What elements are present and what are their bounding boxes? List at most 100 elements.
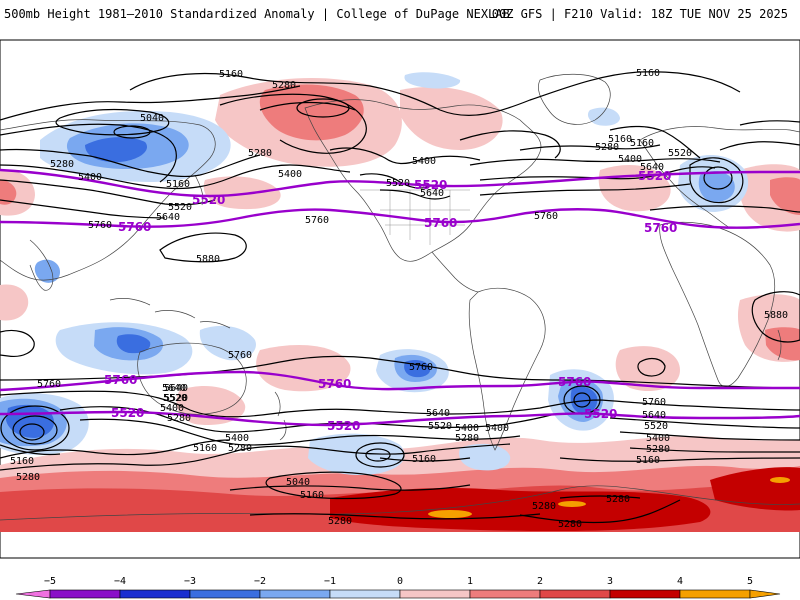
contour-5880-pac xyxy=(159,232,247,263)
plabel-5520-n-west: 5520 xyxy=(192,193,225,207)
key-contour-labels: 5520 5520 5520 5760 5760 5760 5760 5760 … xyxy=(104,169,677,433)
colorbar-segment xyxy=(259,589,331,599)
label-5640-sw: 5640 xyxy=(162,383,186,394)
label-5280-aus: 5280 xyxy=(167,413,191,424)
anom-pos2-npac xyxy=(259,84,364,141)
plabel-5760-n-east: 5760 xyxy=(644,221,677,235)
colorbar-ticks: −5 −4 −3 −2 −1 0 1 2 3 4 5 xyxy=(44,576,753,587)
anom-neg-spac-c xyxy=(459,443,511,471)
coast-africa xyxy=(659,221,776,387)
contour-5880-sa xyxy=(637,357,666,377)
label-5400-atl: 5400 xyxy=(618,154,642,165)
key-contours xyxy=(0,168,800,427)
contour-5040-spac xyxy=(265,471,402,500)
label-5400-sw: 5400 xyxy=(225,433,249,444)
contour-5160-west xyxy=(0,123,177,183)
label-5760-aus: 5760 xyxy=(228,350,252,361)
label-5160-ne: 5160 xyxy=(636,68,660,79)
map-title: 500mb Height 1981—2010 Standardized Anom… xyxy=(4,7,510,21)
anom-pos2-eurasia xyxy=(770,177,800,215)
anom-pos2-africa-south xyxy=(765,327,800,361)
contour-5640-south xyxy=(0,390,800,418)
colorbar-max-arrow xyxy=(749,589,781,599)
colorbar-tick-label: −3 xyxy=(184,576,196,587)
colorbar-tick-label: −1 xyxy=(324,576,336,587)
contour-low-sw-mid xyxy=(12,415,58,445)
purple-5520-north xyxy=(0,168,800,198)
label-5520-se: 5520 xyxy=(644,421,668,432)
colorbar-tick-label: −2 xyxy=(254,576,266,587)
label-5160-sp2: 5160 xyxy=(300,490,324,501)
label-5160-nw: 5160 xyxy=(219,69,243,80)
coast-greenland xyxy=(537,73,611,125)
purple-5760-south xyxy=(0,370,800,392)
plabel-5760-s-pac: 5760 xyxy=(318,377,351,391)
label-5640-aus: 5640 xyxy=(164,383,188,394)
anom-neg-india xyxy=(34,259,60,283)
contour-5160-north xyxy=(129,71,741,116)
border-us-states-1 xyxy=(389,190,451,245)
purple-5520-south xyxy=(0,410,800,427)
contour-low-europe xyxy=(689,157,744,204)
map-header: 500mb Height 1981—2010 Standardized Anom… xyxy=(0,0,800,30)
label-5520-atl: 5520 xyxy=(668,148,692,159)
colorbar-segment xyxy=(679,589,751,599)
contour-5280-npac xyxy=(219,93,367,154)
anom-neg2-europe xyxy=(698,170,735,203)
label-5280-npac: 5280 xyxy=(248,148,272,159)
contour-5400-south xyxy=(79,418,800,446)
contour-5520-west xyxy=(0,179,216,206)
colorbar-segment xyxy=(609,589,681,599)
contour-5520-atl xyxy=(479,166,716,181)
anom-pos-indian xyxy=(0,284,29,321)
anom-pos4-south xyxy=(330,487,711,532)
colorbar-segment xyxy=(49,589,121,599)
political-borders xyxy=(360,189,470,245)
label-5160-sp3: 5160 xyxy=(412,454,436,465)
label-5640-w: 5640 xyxy=(156,212,180,223)
label-5640-se: 5640 xyxy=(642,410,666,421)
contour-5640-na xyxy=(379,189,451,200)
label-5760-se: 5760 xyxy=(642,397,666,408)
anom-pos5-south-a xyxy=(428,510,472,518)
contour-high-npac xyxy=(296,98,350,118)
contour-low-sw-inner xyxy=(19,423,45,441)
label-5400-na: 5400 xyxy=(412,156,436,167)
label-5400-sp2: 5400 xyxy=(485,423,509,434)
label-5520-aus: 5520 xyxy=(164,393,188,404)
label-5280-sp: 5280 xyxy=(16,472,40,483)
contour-5280-west xyxy=(0,148,261,178)
contour-5280-ant3 xyxy=(559,495,641,499)
colorbar-tick-label: 1 xyxy=(467,576,473,587)
contour-5280-atl xyxy=(519,144,661,151)
label-5280-w: 5280 xyxy=(50,159,74,170)
label-5400-aus: 5400 xyxy=(160,403,184,414)
plabel-5760-s-west: 5760 xyxy=(104,373,137,387)
label-5400-sp: 5400 xyxy=(455,423,479,434)
label-5280-ant3: 5280 xyxy=(606,494,630,505)
label-5040-sp: 5040 xyxy=(286,477,310,488)
colorbar-segment xyxy=(329,589,401,599)
colorbar-min-arrow xyxy=(15,589,51,599)
anom-neg3-maritime xyxy=(116,334,151,354)
contour-5880-aus xyxy=(0,329,35,357)
contour-5400-atl xyxy=(469,158,721,166)
plabel-5760-s-atl: 5760 xyxy=(558,375,591,389)
contour-5280-ant xyxy=(249,513,541,520)
colorbar-tick-label: −4 xyxy=(114,576,126,587)
coast-indonesia xyxy=(109,298,231,329)
label-5640-na: 5640 xyxy=(420,188,444,199)
label-5760-e: 5760 xyxy=(534,211,558,222)
contour-low-spac xyxy=(355,442,405,468)
label-5040-w: 5040 xyxy=(140,113,164,124)
contour-5280-south xyxy=(0,443,800,471)
plabel-5760-n-west: 5760 xyxy=(118,220,151,234)
label-5400-npac: 5400 xyxy=(278,169,302,180)
contour-5160-spac xyxy=(229,484,471,491)
label-5400-se: 5400 xyxy=(646,433,670,444)
coast-new-zealand xyxy=(274,391,287,441)
label-5160-w2: 5160 xyxy=(166,179,190,190)
anom-pos5-south-b xyxy=(558,501,586,507)
contour-5760-east xyxy=(649,205,800,213)
contour-5280-ant2 xyxy=(519,499,681,524)
